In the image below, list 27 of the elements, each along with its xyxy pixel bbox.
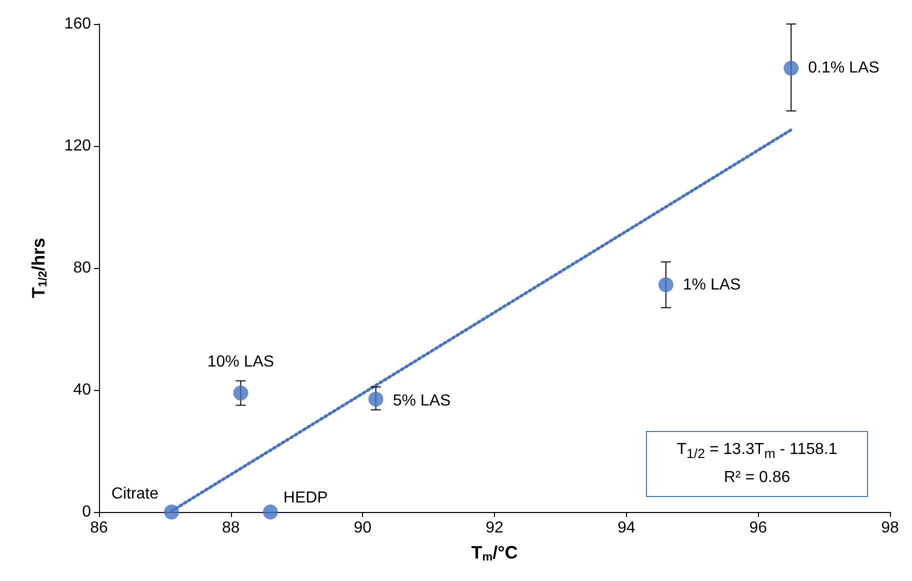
y-tick-label: 160: [64, 16, 92, 32]
x-tick-label: 88: [222, 520, 240, 536]
y-tick-label: 40: [73, 382, 92, 398]
annotation: 5% LAS: [392, 392, 451, 410]
x-tick-label: 86: [90, 520, 108, 536]
point: [368, 392, 384, 407]
annotation: R² = 0.86: [722, 468, 792, 488]
annotation: HEDP: [283, 490, 328, 506]
annotation: 0.1% LAS: [808, 60, 880, 77]
annotation: 1% LAS: [682, 276, 741, 294]
y-tick-label: 0: [82, 504, 92, 520]
x-tick-label: 96: [749, 520, 768, 536]
point: [658, 277, 674, 292]
x-tick-label: 94: [617, 520, 636, 536]
x-tick-label: 98: [881, 520, 899, 536]
y-tick-label: 80: [73, 260, 92, 276]
point: [784, 60, 799, 76]
x-tick-label: 92: [486, 520, 504, 536]
y-axis-title: T1/2/hrs: [28, 238, 50, 298]
x-tick-label: 90: [354, 520, 372, 536]
point: [233, 386, 248, 401]
annotation: 10% LAS: [207, 354, 274, 371]
y-tick-label: 120: [64, 138, 92, 154]
annotation: Citrate: [111, 486, 159, 502]
point: [164, 504, 180, 520]
point: [262, 504, 278, 520]
annotation: T$_{1/2}$ = 13.3T$_{m}$ - 1158.1: [676, 440, 838, 463]
